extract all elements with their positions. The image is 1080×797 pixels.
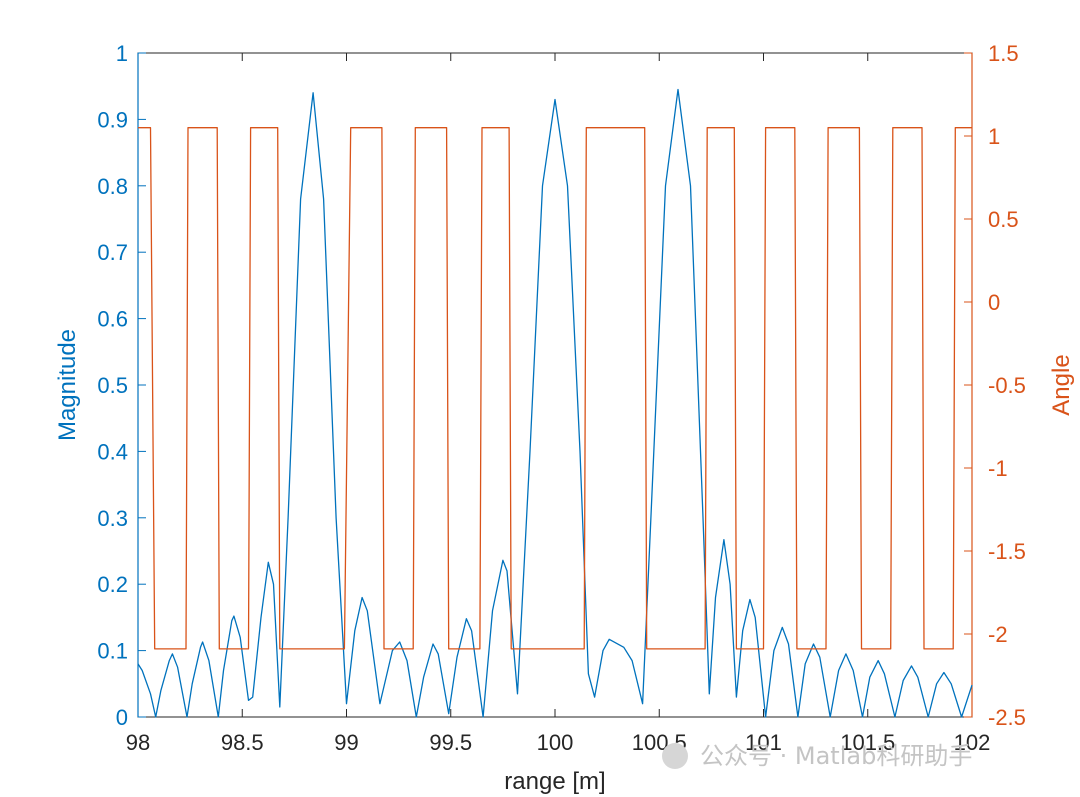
magnitude-series-line (137, 88, 973, 718)
y-right-axis-title: Angle (1048, 354, 1075, 415)
y-left-tick-label: 0.1 (97, 639, 128, 664)
x-tick-label: 99.5 (429, 730, 472, 755)
x-tick-label: 99 (334, 730, 358, 755)
x-axis-ticks: 98 98.5 99 99.5 100 100.5 101 101.5 102 (126, 53, 991, 755)
y-right-tick-label: -1 (988, 456, 1008, 481)
y-left-tick-label: 0.2 (97, 572, 128, 597)
x-axis-title: range [m] (504, 768, 605, 795)
y-right-axis-ticks: -2.5 -2 -1.5 -1 -0.5 0 0.5 1 1.5 (964, 41, 1026, 730)
y-right-tick-label: -0.5 (988, 373, 1026, 398)
y-right-tick-label: -1.5 (988, 539, 1026, 564)
wechat-icon (662, 743, 688, 769)
watermark-text: 公众号 · Matlab科研助手 (700, 742, 972, 770)
y-right-tick-label: -2.5 (988, 705, 1026, 730)
y-right-tick-label: 1 (988, 124, 1000, 149)
y-left-tick-label: 0.5 (97, 373, 128, 398)
watermark: 公众号 · Matlab科研助手 (662, 742, 972, 770)
y-left-tick-label: 0.3 (97, 506, 128, 531)
x-tick-label: 102 (954, 730, 991, 755)
y-left-tick-label: 1 (116, 41, 128, 66)
plot-area (137, 52, 973, 718)
y-right-tick-label: 0.5 (988, 207, 1019, 232)
y-left-tick-label: 0 (116, 705, 128, 730)
y-left-tick-label: 0.8 (97, 174, 128, 199)
y-left-tick-label: 0.6 (97, 307, 128, 332)
x-tick-label: 101.5 (840, 730, 895, 755)
y-left-tick-label: 0.9 (97, 107, 128, 132)
x-tick-label: 101 (745, 730, 782, 755)
series-layer (137, 88, 973, 718)
x-tick-label: 98.5 (221, 730, 264, 755)
x-tick-label: 100 (537, 730, 574, 755)
y-right-tick-label: -2 (988, 622, 1008, 647)
angle-series-line (138, 127, 972, 650)
y-left-tick-label: 0.7 (97, 240, 128, 265)
x-tick-label: 98 (126, 730, 150, 755)
y-left-axis-title: Magnitude (54, 329, 81, 441)
y-left-tick-label: 0.4 (97, 439, 128, 464)
y-right-tick-label: 0 (988, 290, 1000, 315)
y-right-tick-label: 1.5 (988, 41, 1019, 66)
y-left-axis-ticks: 0 0.1 0.2 0.3 0.4 0.5 0.6 0.7 0.8 0.9 1 (97, 41, 146, 730)
